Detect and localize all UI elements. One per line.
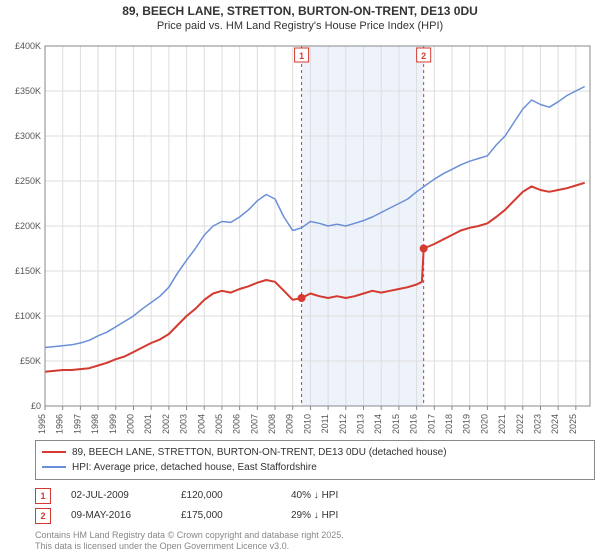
- chart-subtitle: Price paid vs. HM Land Registry's House …: [0, 20, 600, 36]
- legend-row-price: 89, BEECH LANE, STRETTON, BURTON-ON-TREN…: [42, 445, 588, 460]
- svg-text:2007: 2007: [249, 414, 259, 434]
- licence-text: Contains HM Land Registry data © Crown c…: [35, 530, 595, 553]
- sale-row-1: 1 02-JUL-2009 £120,000 40% ↓ HPI: [35, 488, 595, 504]
- sale-date-2: 09-MAY-2016: [71, 510, 161, 521]
- svg-text:£300K: £300K: [15, 131, 41, 141]
- svg-text:2001: 2001: [143, 414, 153, 434]
- svg-text:2017: 2017: [426, 414, 436, 434]
- chart-footer: 89, BEECH LANE, STRETTON, BURTON-ON-TREN…: [35, 436, 595, 553]
- sale-marker-2: 2: [35, 508, 51, 524]
- chart-plot-area: £0 £50K £100K £150K £200K £250K £300K £350K £400…: [0, 36, 600, 436]
- sale-price-1: £120,000: [181, 490, 271, 501]
- sale-row-2: 2 09-MAY-2016 £175,000 29% ↓ HPI: [35, 508, 595, 524]
- svg-text:2012: 2012: [338, 414, 348, 434]
- svg-text:1997: 1997: [72, 414, 82, 434]
- sale-diff-2: 29% ↓ HPI: [291, 510, 381, 521]
- chart-container: { "title_line1": "89, BEECH LANE, STRETT…: [0, 0, 600, 560]
- svg-text:£200K: £200K: [15, 221, 41, 231]
- svg-text:1: 1: [299, 51, 304, 61]
- svg-text:£250K: £250K: [15, 176, 41, 186]
- svg-text:2022: 2022: [515, 414, 525, 434]
- svg-text:£350K: £350K: [15, 86, 41, 96]
- svg-text:2005: 2005: [214, 414, 224, 434]
- legend-row-hpi: HPI: Average price, detached house, East…: [42, 460, 588, 475]
- chart-title: 89, BEECH LANE, STRETTON, BURTON-ON-TREN…: [0, 0, 600, 20]
- svg-text:2009: 2009: [285, 414, 295, 434]
- svg-text:£400K: £400K: [15, 41, 41, 51]
- legend: 89, BEECH LANE, STRETTON, BURTON-ON-TREN…: [35, 440, 595, 480]
- sale-marker-1: 1: [35, 488, 51, 504]
- svg-text:1999: 1999: [108, 414, 118, 434]
- svg-text:2023: 2023: [532, 414, 542, 434]
- svg-text:2006: 2006: [232, 414, 242, 434]
- svg-text:2021: 2021: [497, 414, 507, 434]
- sale-diff-1: 40% ↓ HPI: [291, 490, 381, 501]
- svg-text:2024: 2024: [550, 414, 560, 434]
- legend-label-hpi: HPI: Average price, detached house, East…: [72, 460, 317, 475]
- svg-text:2016: 2016: [409, 414, 419, 434]
- sale-price-2: £175,000: [181, 510, 271, 521]
- svg-text:2014: 2014: [373, 414, 383, 434]
- svg-text:2013: 2013: [356, 414, 366, 434]
- sale-date-1: 02-JUL-2009: [71, 490, 161, 501]
- legend-label-price: 89, BEECH LANE, STRETTON, BURTON-ON-TREN…: [72, 445, 447, 460]
- svg-text:1995: 1995: [37, 414, 47, 434]
- svg-text:2025: 2025: [568, 414, 578, 434]
- licence-line-1: Contains HM Land Registry data © Crown c…: [35, 530, 595, 542]
- svg-text:£0: £0: [31, 401, 41, 411]
- svg-text:1996: 1996: [55, 414, 65, 434]
- svg-text:2015: 2015: [391, 414, 401, 434]
- legend-swatch-price: [42, 451, 66, 453]
- svg-text:1998: 1998: [90, 414, 100, 434]
- chart-svg: £0 £50K £100K £150K £200K £250K £300K £350K £400…: [0, 36, 600, 436]
- sales-table: 1 02-JUL-2009 £120,000 40% ↓ HPI 2 09-MA…: [35, 488, 595, 524]
- svg-text:2020: 2020: [479, 414, 489, 434]
- svg-text:2: 2: [421, 51, 426, 61]
- licence-line-2: This data is licensed under the Open Gov…: [35, 541, 595, 553]
- svg-text:£100K: £100K: [15, 311, 41, 321]
- svg-text:2011: 2011: [320, 414, 330, 433]
- svg-text:2008: 2008: [267, 414, 277, 434]
- svg-text:£150K: £150K: [15, 266, 41, 276]
- svg-text:2018: 2018: [444, 414, 454, 434]
- svg-text:£50K: £50K: [20, 356, 41, 366]
- svg-text:2019: 2019: [462, 414, 472, 434]
- svg-text:2010: 2010: [302, 414, 312, 434]
- legend-swatch-hpi: [42, 466, 66, 468]
- svg-text:2003: 2003: [179, 414, 189, 434]
- svg-text:2004: 2004: [196, 414, 206, 434]
- svg-text:2002: 2002: [161, 414, 171, 434]
- svg-text:2000: 2000: [125, 414, 135, 434]
